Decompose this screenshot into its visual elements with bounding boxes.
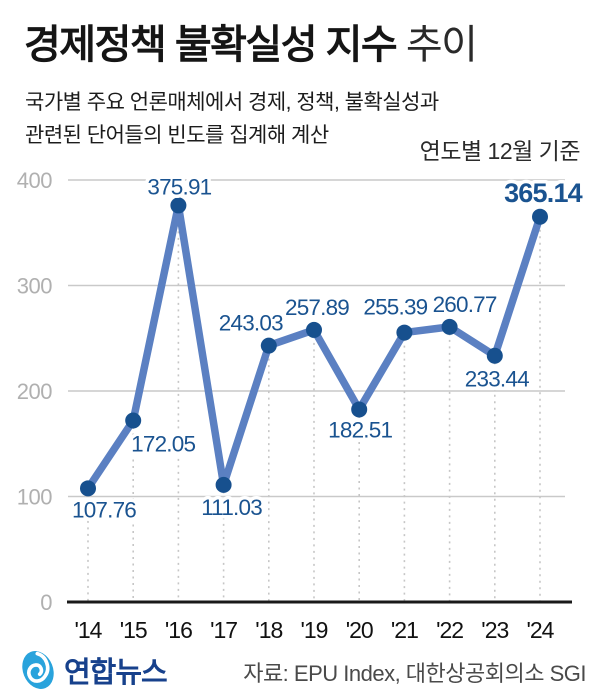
yonhap-logo-icon bbox=[22, 651, 54, 689]
x-axis-tick-label: '15 bbox=[120, 617, 147, 643]
subtitle-line-1: 국가별 주요 언론매체에서 경제, 정책, 불확실성과 bbox=[25, 91, 439, 114]
data-point-label: 172.05 bbox=[131, 431, 195, 456]
data-point bbox=[215, 476, 232, 493]
data-point bbox=[170, 197, 187, 214]
brand: 연합뉴스 bbox=[18, 647, 168, 693]
x-axis-tick-label: '17 bbox=[210, 617, 237, 643]
note-basis: 연도별 12월 기준 bbox=[419, 138, 581, 164]
epu-trend-chart: 0 100 200 300 400 '14 '15 '16 '17 '18 '19 '20 '21 '22… bbox=[0, 155, 600, 650]
data-point-label: 233.44 bbox=[465, 367, 529, 392]
data-point bbox=[486, 347, 503, 364]
y-axis-tick-label: 100 bbox=[17, 485, 52, 510]
data-point-label: 375.91 bbox=[147, 174, 211, 199]
y-axis-tick-label: 400 bbox=[17, 168, 52, 193]
x-axis-tick-label: '23 bbox=[481, 617, 508, 643]
data-point bbox=[306, 321, 322, 338]
page-title: 경제정책 불확실성 지수 추이 bbox=[24, 20, 584, 70]
data-point bbox=[125, 412, 142, 429]
data-point bbox=[80, 480, 96, 497]
brand-name: 연합뉴스 bbox=[64, 657, 168, 689]
x-axis-tick-label: '24 bbox=[527, 617, 555, 643]
data-point bbox=[351, 401, 368, 418]
data-point-label: 255.39 bbox=[363, 295, 427, 320]
page-title-suffix: 추이 bbox=[396, 23, 478, 67]
y-axis-tick-label: 300 bbox=[17, 274, 52, 299]
x-axis-tick-label: '20 bbox=[346, 617, 373, 643]
data-point-label-highlight: 365.14 bbox=[504, 178, 583, 208]
footer: 연합뉴스 자료: EPU Index, 대한상공회의소 SGI bbox=[0, 645, 600, 696]
y-axis-tick-label: 0 bbox=[40, 590, 52, 615]
x-axis-tick-label: '14 bbox=[75, 617, 103, 643]
data-point-label: 182.51 bbox=[328, 417, 392, 442]
x-axis-tick-label: '18 bbox=[255, 617, 282, 643]
line-chart-canvas: 0 100 200 300 400 '14 '15 '16 '17 '18 '19 '20 '21 '22… bbox=[17, 168, 587, 643]
data-point-label: 257.89 bbox=[285, 295, 349, 320]
subtitle: 국가별 주요 언론매체에서 경제, 정책, 불확실성과 관련된 단어들의 빈도를… bbox=[25, 86, 445, 152]
x-axis-tick-label: '21 bbox=[391, 617, 418, 643]
x-axis-tick-label: '16 bbox=[165, 617, 192, 643]
data-point bbox=[441, 318, 458, 335]
y-axis-tick-label: 200 bbox=[17, 379, 52, 404]
page-title-main: 경제정책 불확실성 지수 bbox=[24, 23, 398, 67]
source-text: 자료: EPU Index, 대한상공회의소 SGI bbox=[243, 661, 586, 686]
data-point-label: 107.76 bbox=[72, 497, 136, 522]
x-axis-tick-label: '22 bbox=[436, 617, 463, 643]
data-point bbox=[260, 337, 277, 354]
data-point-label: 111.03 bbox=[201, 495, 262, 520]
data-point-label: 243.03 bbox=[219, 311, 283, 336]
data-point-label: 260.77 bbox=[433, 292, 497, 317]
subtitle-line-2: 관련된 단어들의 빈도를 집계해 계산 bbox=[25, 124, 329, 147]
x-axis-tick-label: '19 bbox=[301, 617, 328, 643]
data-point bbox=[532, 208, 548, 225]
data-point bbox=[396, 324, 413, 341]
